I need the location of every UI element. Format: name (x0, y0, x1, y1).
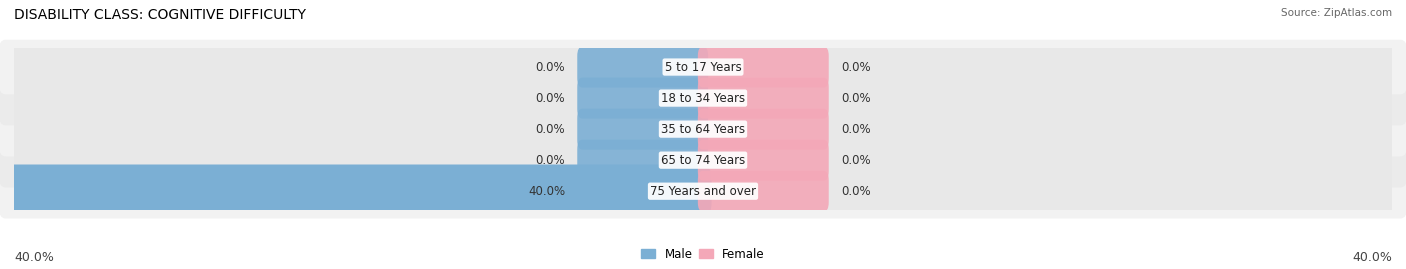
Text: 35 to 64 Years: 35 to 64 Years (661, 123, 745, 136)
Text: 0.0%: 0.0% (536, 91, 565, 105)
Text: 40.0%: 40.0% (529, 185, 565, 198)
FancyBboxPatch shape (6, 165, 711, 218)
Text: 0.0%: 0.0% (841, 91, 870, 105)
FancyBboxPatch shape (0, 102, 1406, 157)
Text: DISABILITY CLASS: COGNITIVE DIFFICULTY: DISABILITY CLASS: COGNITIVE DIFFICULTY (14, 8, 307, 22)
FancyBboxPatch shape (0, 40, 1406, 94)
Text: 0.0%: 0.0% (841, 123, 870, 136)
Text: 0.0%: 0.0% (841, 185, 870, 198)
FancyBboxPatch shape (697, 171, 828, 212)
Text: 5 to 17 Years: 5 to 17 Years (665, 61, 741, 73)
Text: 65 to 74 Years: 65 to 74 Years (661, 154, 745, 167)
Text: 75 Years and over: 75 Years and over (650, 185, 756, 198)
Text: Source: ZipAtlas.com: Source: ZipAtlas.com (1281, 8, 1392, 18)
FancyBboxPatch shape (697, 47, 828, 87)
FancyBboxPatch shape (0, 155, 1406, 227)
FancyBboxPatch shape (0, 164, 1406, 218)
FancyBboxPatch shape (578, 171, 709, 212)
FancyBboxPatch shape (697, 140, 828, 181)
Text: 40.0%: 40.0% (14, 251, 53, 264)
FancyBboxPatch shape (578, 77, 709, 119)
FancyBboxPatch shape (0, 71, 1406, 125)
FancyBboxPatch shape (697, 77, 828, 119)
Text: 18 to 34 Years: 18 to 34 Years (661, 91, 745, 105)
FancyBboxPatch shape (0, 31, 1406, 103)
Text: 0.0%: 0.0% (536, 123, 565, 136)
Text: 40.0%: 40.0% (1353, 251, 1392, 264)
FancyBboxPatch shape (0, 62, 1406, 134)
FancyBboxPatch shape (578, 47, 709, 87)
Text: 0.0%: 0.0% (841, 61, 870, 73)
Text: 0.0%: 0.0% (536, 61, 565, 73)
FancyBboxPatch shape (697, 109, 828, 150)
FancyBboxPatch shape (578, 140, 709, 181)
FancyBboxPatch shape (578, 109, 709, 150)
FancyBboxPatch shape (0, 124, 1406, 196)
Text: 0.0%: 0.0% (536, 154, 565, 167)
FancyBboxPatch shape (0, 93, 1406, 165)
Legend: Male, Female: Male, Female (637, 243, 769, 265)
Text: 0.0%: 0.0% (841, 154, 870, 167)
FancyBboxPatch shape (0, 133, 1406, 187)
